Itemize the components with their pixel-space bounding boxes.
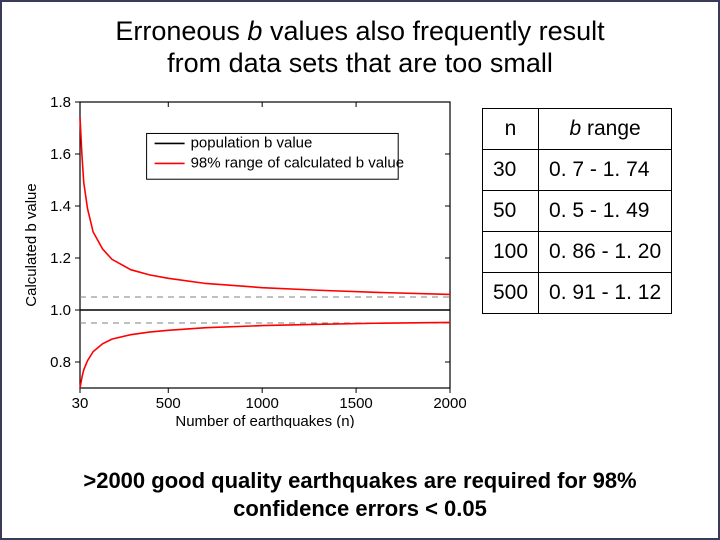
xtick-label: 1500 [339, 395, 372, 412]
cell-n: 100 [483, 231, 539, 272]
ylabel: Calculated b value [23, 183, 40, 306]
th-b-ital: b [569, 117, 581, 140]
content-row: 0.8 1.0 1.2 1.4 1.6 1.8 30 500 1000 1500 2000 Numbe… [16, 88, 704, 453]
footer-note: >2000 good quality earthquakes are requi… [36, 467, 684, 522]
ytick-label: 1.8 [50, 94, 71, 111]
table-header-row: n b range [483, 108, 672, 149]
cell-range: 0. 86 - 1. 20 [539, 231, 672, 272]
ytick-label: 1.2 [50, 250, 71, 267]
chart-svg: 0.8 1.0 1.2 1.4 1.6 1.8 30 500 1000 1500 2000 Numbe… [16, 88, 466, 428]
xtick-label: 1000 [245, 395, 278, 412]
xtick-label: 2000 [433, 395, 466, 412]
title-text-1b: values also frequently result [262, 16, 604, 46]
slide-title: Erroneous b values also frequently resul… [26, 16, 694, 80]
title-text-1: Erroneous [115, 16, 247, 46]
th-n-text: n [505, 117, 517, 140]
slide-frame: Erroneous b values also frequently resul… [0, 0, 720, 540]
table-row: 300. 7 - 1. 74 [483, 149, 672, 190]
th-b-rest: range [581, 117, 641, 140]
ytick-label: 1.6 [50, 146, 71, 163]
cell-range: 0. 7 - 1. 74 [539, 149, 672, 190]
title-b-italic: b [247, 16, 262, 46]
chart-area: 0.8 1.0 1.2 1.4 1.6 1.8 30 500 1000 1500 2000 Numbe… [16, 88, 466, 428]
ytick-label: 0.8 [50, 354, 71, 371]
cell-range: 0. 5 - 1. 49 [539, 190, 672, 231]
xtick-label: 500 [156, 395, 181, 412]
ytick-label: 1.4 [50, 198, 71, 215]
th-brange: b range [539, 108, 672, 149]
table-area: n b range 300. 7 - 1. 74500. 5 - 1. 4910… [482, 108, 672, 314]
table-row: 5000. 91 - 1. 12 [483, 272, 672, 313]
th-n: n [483, 108, 539, 149]
table-row: 1000. 86 - 1. 20 [483, 231, 672, 272]
ytick-label: 1.0 [50, 302, 71, 319]
xtick-label: 30 [72, 395, 89, 412]
series-lower98 [80, 322, 450, 388]
legend-label: 98% range of calculated b value [191, 154, 404, 171]
table-row: 500. 5 - 1. 49 [483, 190, 672, 231]
legend-label: population b value [191, 134, 313, 151]
xlabel: Number of earthquakes (n) [175, 413, 354, 428]
cell-n: 30 [483, 149, 539, 190]
cell-range: 0. 91 - 1. 12 [539, 272, 672, 313]
b-range-table: n b range 300. 7 - 1. 74500. 5 - 1. 4910… [482, 108, 672, 314]
cell-n: 50 [483, 190, 539, 231]
cell-n: 500 [483, 272, 539, 313]
title-text-2: from data sets that are too small [167, 48, 553, 78]
